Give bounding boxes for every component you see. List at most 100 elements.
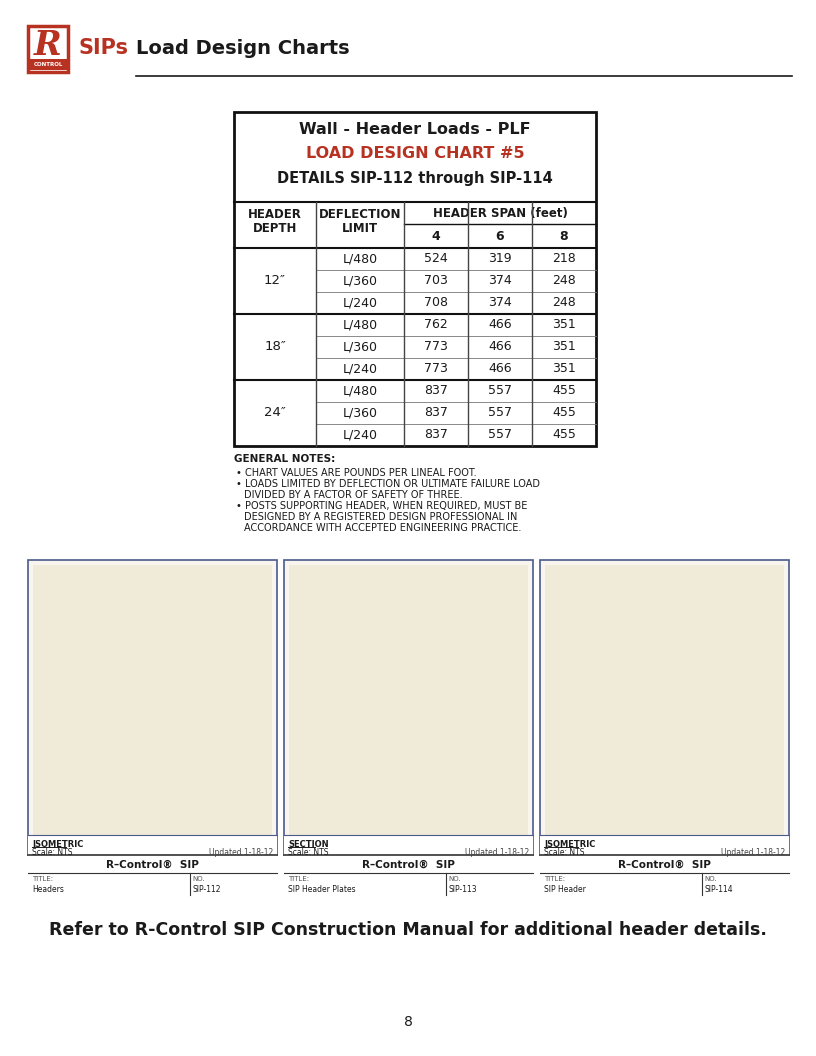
Text: LIMIT: LIMIT xyxy=(342,222,378,234)
Text: 248: 248 xyxy=(552,297,576,309)
FancyBboxPatch shape xyxy=(33,565,272,835)
Text: 248: 248 xyxy=(552,275,576,287)
Text: 762: 762 xyxy=(424,319,448,332)
Text: DIVIDED BY A FACTOR OF SAFETY OF THREE.: DIVIDED BY A FACTOR OF SAFETY OF THREE. xyxy=(244,490,463,499)
Text: ISOMETRIC: ISOMETRIC xyxy=(544,840,596,849)
Text: 708: 708 xyxy=(424,297,448,309)
FancyBboxPatch shape xyxy=(28,26,68,72)
Text: L/240: L/240 xyxy=(343,297,378,309)
Text: 466: 466 xyxy=(488,319,512,332)
Text: 374: 374 xyxy=(488,297,512,309)
Text: SIP-113: SIP-113 xyxy=(449,885,477,894)
Text: Headers: Headers xyxy=(32,885,64,894)
Text: TITLE:: TITLE: xyxy=(32,876,53,882)
Text: HEADER SPAN (feet): HEADER SPAN (feet) xyxy=(432,207,567,220)
Text: 837: 837 xyxy=(424,407,448,419)
Text: Scale: NTS: Scale: NTS xyxy=(32,848,73,857)
Text: 773: 773 xyxy=(424,340,448,354)
Text: L/240: L/240 xyxy=(343,362,378,376)
Text: Scale: NTS: Scale: NTS xyxy=(288,848,329,857)
Text: SECTION: SECTION xyxy=(288,840,329,849)
Text: L/360: L/360 xyxy=(343,340,378,354)
Text: 8: 8 xyxy=(560,229,568,243)
Text: R–Control®  SIP: R–Control® SIP xyxy=(618,860,711,870)
Text: SIPs: SIPs xyxy=(78,38,128,58)
Text: 12″: 12″ xyxy=(264,275,286,287)
Text: DESIGNED BY A REGISTERED DESIGN PROFESSIONAL IN: DESIGNED BY A REGISTERED DESIGN PROFESSI… xyxy=(244,512,517,522)
Text: 524: 524 xyxy=(424,252,448,265)
Text: 557: 557 xyxy=(488,384,512,397)
Text: Load Design Charts: Load Design Charts xyxy=(136,39,349,58)
Text: 703: 703 xyxy=(424,275,448,287)
Text: L/480: L/480 xyxy=(343,384,378,397)
FancyBboxPatch shape xyxy=(540,835,789,855)
Text: DEFLECTION: DEFLECTION xyxy=(319,208,401,222)
FancyBboxPatch shape xyxy=(28,835,277,855)
Text: 466: 466 xyxy=(488,340,512,354)
Text: 455: 455 xyxy=(552,429,576,441)
Text: 218: 218 xyxy=(552,252,576,265)
Text: 351: 351 xyxy=(552,319,576,332)
Text: CONTROL: CONTROL xyxy=(33,62,63,68)
Text: 8: 8 xyxy=(404,1015,412,1029)
Text: DEPTH: DEPTH xyxy=(253,222,297,234)
Text: 4: 4 xyxy=(432,229,441,243)
Text: SIP Header: SIP Header xyxy=(544,885,586,894)
Text: L/240: L/240 xyxy=(343,429,378,441)
Text: ISOMETRIC: ISOMETRIC xyxy=(32,840,83,849)
Text: ACCORDANCE WITH ACCEPTED ENGINEERING PRACTICE.: ACCORDANCE WITH ACCEPTED ENGINEERING PRA… xyxy=(244,523,521,533)
Text: 773: 773 xyxy=(424,362,448,376)
Text: 351: 351 xyxy=(552,362,576,376)
Text: 24″: 24″ xyxy=(264,407,286,419)
Text: 837: 837 xyxy=(424,384,448,397)
Text: 351: 351 xyxy=(552,340,576,354)
Text: 319: 319 xyxy=(488,252,512,265)
Text: NO.: NO. xyxy=(705,876,717,882)
Text: 466: 466 xyxy=(488,362,512,376)
FancyBboxPatch shape xyxy=(284,855,533,895)
FancyBboxPatch shape xyxy=(540,560,789,855)
Text: • LOADS LIMITED BY DEFLECTION OR ULTIMATE FAILURE LOAD: • LOADS LIMITED BY DEFLECTION OR ULTIMAT… xyxy=(236,479,540,489)
FancyBboxPatch shape xyxy=(284,835,533,855)
FancyBboxPatch shape xyxy=(540,855,789,895)
Text: 455: 455 xyxy=(552,407,576,419)
Text: Wall - Header Loads - PLF: Wall - Header Loads - PLF xyxy=(299,122,531,137)
Text: Refer to R-Control SIP Construction Manual for additional header details.: Refer to R-Control SIP Construction Manu… xyxy=(49,921,767,939)
Text: Scale: NTS: Scale: NTS xyxy=(544,848,584,857)
FancyBboxPatch shape xyxy=(28,855,277,895)
Text: HEADER: HEADER xyxy=(248,208,302,222)
Text: R–Control®  SIP: R–Control® SIP xyxy=(362,860,455,870)
FancyBboxPatch shape xyxy=(234,112,596,446)
Text: SIP-112: SIP-112 xyxy=(193,885,221,894)
Text: R–Control®  SIP: R–Control® SIP xyxy=(106,860,199,870)
Text: 6: 6 xyxy=(495,229,504,243)
Text: SIP-114: SIP-114 xyxy=(705,885,734,894)
Text: R: R xyxy=(34,29,62,62)
FancyBboxPatch shape xyxy=(29,59,66,70)
Text: Updated 1-18-12: Updated 1-18-12 xyxy=(721,848,785,857)
Text: LOAD DESIGN CHART #5: LOAD DESIGN CHART #5 xyxy=(306,147,525,162)
Text: GENERAL NOTES:: GENERAL NOTES: xyxy=(234,454,335,464)
Text: 455: 455 xyxy=(552,384,576,397)
Text: 18″: 18″ xyxy=(264,340,286,354)
Text: • POSTS SUPPORTING HEADER, WHEN REQUIRED, MUST BE: • POSTS SUPPORTING HEADER, WHEN REQUIRED… xyxy=(236,501,527,511)
Text: • CHART VALUES ARE POUNDS PER LINEAL FOOT.: • CHART VALUES ARE POUNDS PER LINEAL FOO… xyxy=(236,468,477,478)
Text: Updated 1-18-12: Updated 1-18-12 xyxy=(465,848,529,857)
FancyBboxPatch shape xyxy=(284,560,533,855)
Text: TITLE:: TITLE: xyxy=(544,876,565,882)
Text: NO.: NO. xyxy=(193,876,206,882)
FancyBboxPatch shape xyxy=(28,560,277,855)
Text: 557: 557 xyxy=(488,429,512,441)
Text: DETAILS SIP-112 through SIP-114: DETAILS SIP-112 through SIP-114 xyxy=(277,170,553,186)
FancyBboxPatch shape xyxy=(289,565,528,835)
Text: 557: 557 xyxy=(488,407,512,419)
Text: L/480: L/480 xyxy=(343,319,378,332)
Text: 837: 837 xyxy=(424,429,448,441)
Text: SIP Header Plates: SIP Header Plates xyxy=(288,885,356,894)
Text: Updated 1-18-12: Updated 1-18-12 xyxy=(209,848,273,857)
Text: NO.: NO. xyxy=(449,876,462,882)
Text: L/360: L/360 xyxy=(343,407,378,419)
Text: L/360: L/360 xyxy=(343,275,378,287)
Text: TITLE:: TITLE: xyxy=(288,876,309,882)
Text: L/480: L/480 xyxy=(343,252,378,265)
